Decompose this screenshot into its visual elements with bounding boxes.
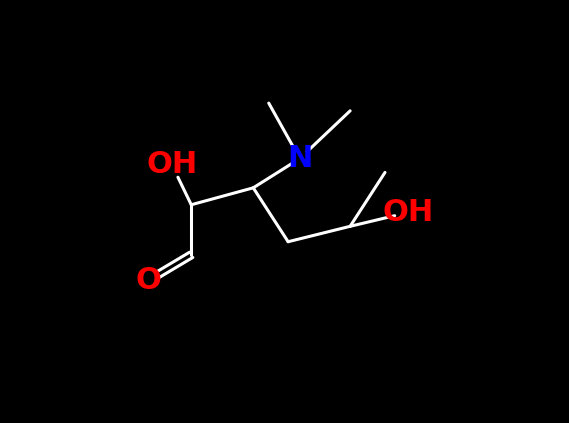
Text: N: N	[287, 144, 312, 173]
Text: OH: OH	[146, 150, 197, 179]
Text: O: O	[135, 266, 162, 295]
Text: OH: OH	[382, 198, 434, 227]
